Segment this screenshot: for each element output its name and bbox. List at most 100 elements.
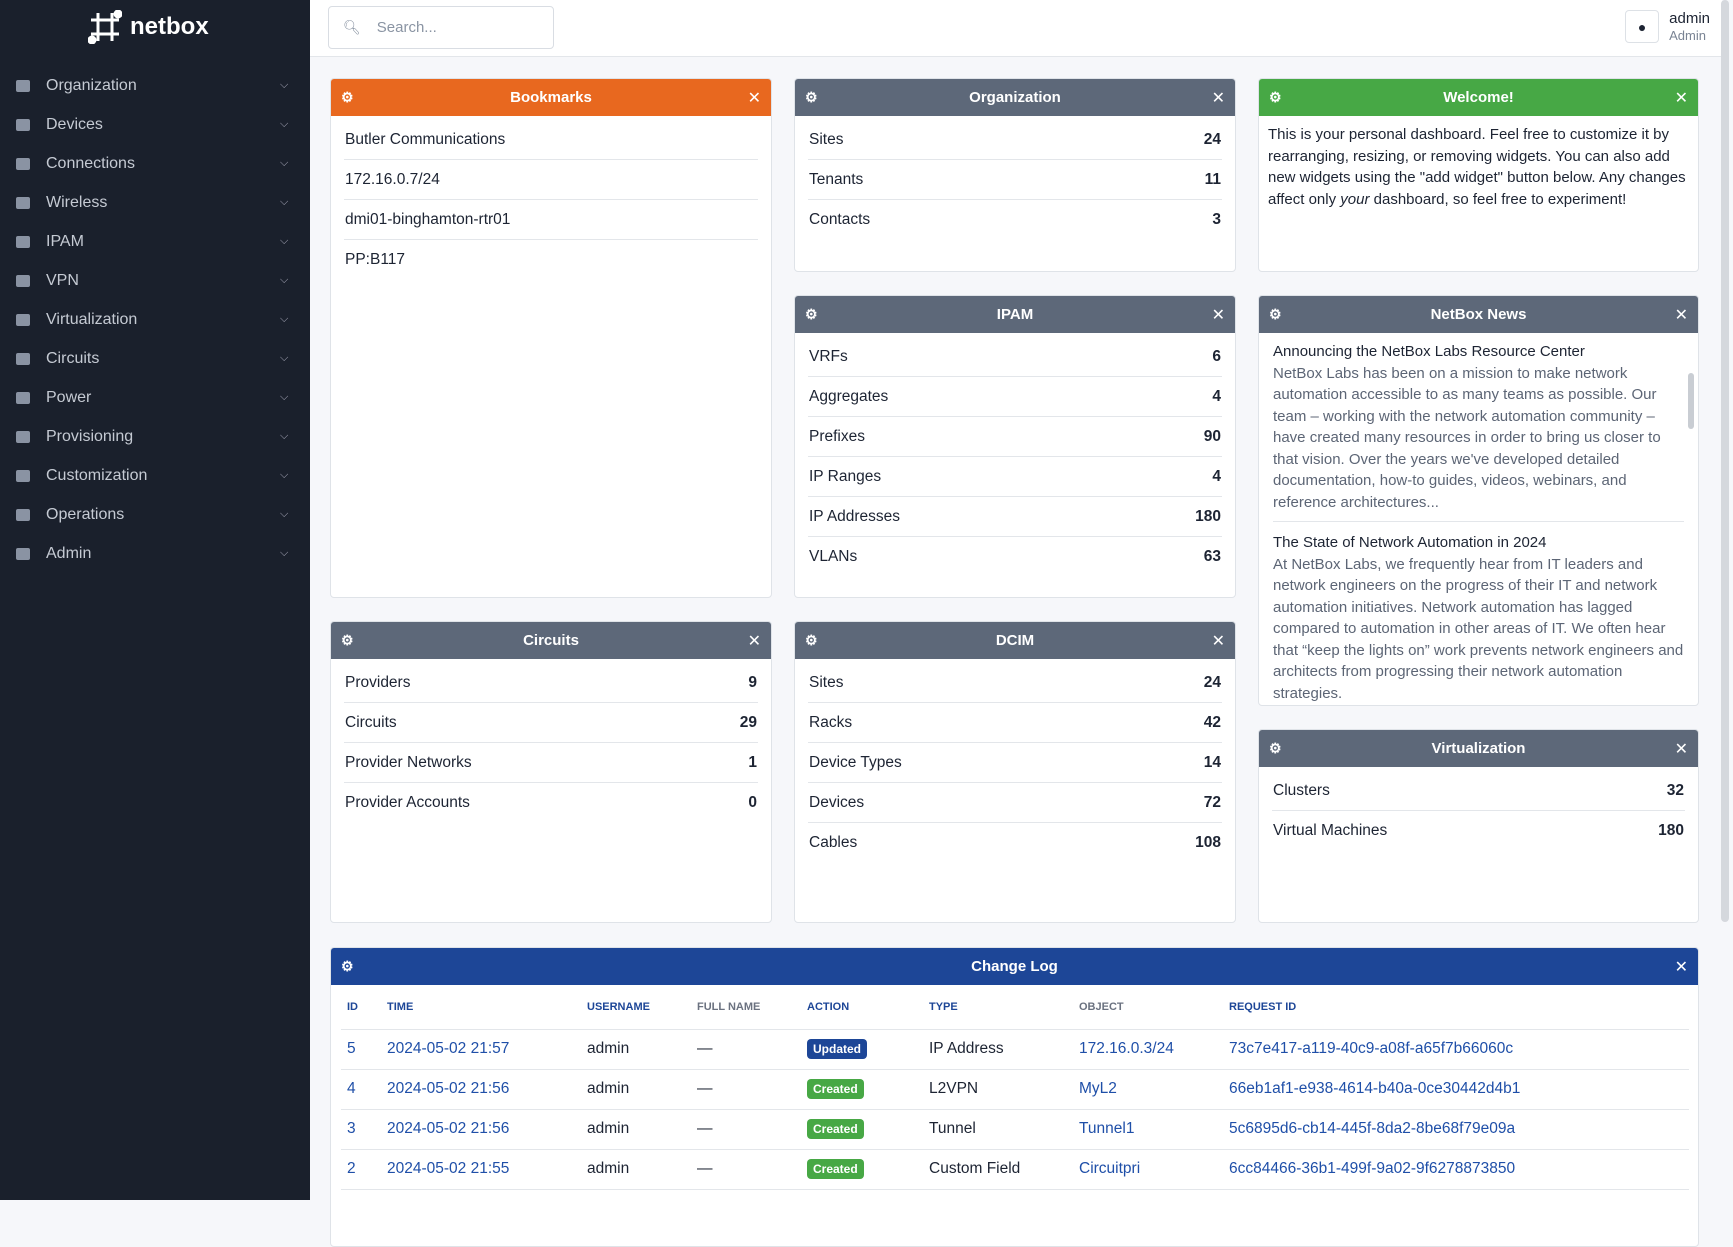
gear-icon[interactable]: ⚙ xyxy=(341,958,354,974)
sidebar-item-vpn[interactable]: VPN ⌵ xyxy=(0,261,310,300)
stat-row[interactable]: Circuits 29 xyxy=(344,703,758,743)
news-title[interactable]: The State of Network Automation in 2024 xyxy=(1273,534,1547,551)
news-scrollbar[interactable] xyxy=(1688,373,1694,429)
stat-row[interactable]: VRFs 6 xyxy=(808,337,1222,377)
stat-row[interactable]: Providers 9 xyxy=(344,663,758,703)
user-menu[interactable]: ● admin Admin xyxy=(1625,10,1710,43)
cell-time[interactable]: 2024-05-02 21:57 xyxy=(381,1029,581,1070)
close-icon[interactable]: ✕ xyxy=(1211,632,1225,650)
cell-id[interactable]: 4 xyxy=(341,1069,381,1110)
stat-label[interactable]: Provider Networks xyxy=(345,753,472,771)
bookmark-item[interactable]: 172.16.0.7/24 xyxy=(344,160,758,200)
close-icon[interactable]: ✕ xyxy=(1211,306,1225,324)
stat-label[interactable]: Cables xyxy=(809,834,858,851)
cell-object[interactable]: Circuitpri xyxy=(1073,1149,1223,1190)
search-input[interactable]: 🔍︎ Search... xyxy=(328,6,554,49)
cell-id[interactable]: 2 xyxy=(341,1149,381,1190)
cell-object[interactable]: 172.16.0.3/24 xyxy=(1073,1029,1223,1070)
gear-icon[interactable]: ⚙ xyxy=(341,632,354,648)
column-header[interactable]: ACTION xyxy=(801,985,923,1030)
cell-req[interactable]: 73c7e417-a119-40c9-a08f-a65f7b66060c xyxy=(1223,1029,1689,1070)
bookmark-link[interactable]: Butler Communications xyxy=(345,130,506,148)
stat-label[interactable]: IP Ranges xyxy=(809,467,882,485)
stat-label[interactable]: Devices xyxy=(809,793,865,811)
column-header[interactable]: TYPE xyxy=(923,985,1073,1030)
gear-icon[interactable]: ⚙ xyxy=(1269,306,1282,322)
close-icon[interactable]: ✕ xyxy=(1674,89,1688,107)
stat-label[interactable]: Providers xyxy=(345,673,411,691)
cell-req[interactable]: 5c6895d6-cb14-445f-8da2-8be68f79e09a xyxy=(1223,1109,1689,1150)
sidebar-item-operations[interactable]: Operations ⌵ xyxy=(0,495,310,534)
stat-row[interactable]: VLANs 63 xyxy=(808,537,1222,577)
stat-label[interactable]: Sites xyxy=(809,130,844,148)
gear-icon[interactable]: ⚙ xyxy=(1269,89,1282,105)
stat-row[interactable]: Device Types 14 xyxy=(808,743,1222,783)
stat-label[interactable]: Clusters xyxy=(1273,781,1330,799)
stat-row[interactable]: Contacts 3 xyxy=(808,200,1222,240)
sidebar-item-admin[interactable]: Admin ⌵ xyxy=(0,534,310,573)
sidebar-item-power[interactable]: Power ⌵ xyxy=(0,378,310,417)
news-title[interactable]: Announcing the NetBox Labs Resource Cent… xyxy=(1273,343,1585,360)
sidebar-item-customization[interactable]: Customization ⌵ xyxy=(0,456,310,495)
stat-label[interactable]: IP Addresses xyxy=(809,507,901,525)
close-icon[interactable]: ✕ xyxy=(747,632,761,650)
gear-icon[interactable]: ⚙ xyxy=(1269,740,1282,756)
sidebar-item-wireless[interactable]: Wireless ⌵ xyxy=(0,183,310,222)
stat-row[interactable]: Virtual Machines 180 xyxy=(1272,811,1685,851)
column-header[interactable]: OBJECT xyxy=(1073,985,1223,1030)
page-scrollbar[interactable] xyxy=(1721,0,1729,922)
sidebar-item-circuits[interactable]: Circuits ⌵ xyxy=(0,339,310,378)
news-article[interactable]: Announcing the NetBox Labs Resource Cent… xyxy=(1273,341,1684,522)
bookmark-item[interactable]: PP:B117 xyxy=(344,240,758,280)
sidebar-item-devices[interactable]: Devices ⌵ xyxy=(0,105,310,144)
column-header[interactable]: TIME xyxy=(381,985,581,1030)
close-icon[interactable]: ✕ xyxy=(1211,89,1225,107)
sidebar-item-organization[interactable]: Organization ⌵ xyxy=(0,66,310,105)
stat-label[interactable]: Provider Accounts xyxy=(345,794,470,811)
close-icon[interactable]: ✕ xyxy=(1674,306,1688,324)
cell-req[interactable]: 6cc84466-36b1-499f-9a02-9f6278873850 xyxy=(1223,1149,1689,1190)
bookmark-link[interactable]: 172.16.0.7/24 xyxy=(345,170,440,188)
column-header[interactable]: USERNAME xyxy=(581,985,691,1030)
sidebar-item-ipam[interactable]: IPAM ⌵ xyxy=(0,222,310,261)
stat-row[interactable]: Tenants 11 xyxy=(808,160,1222,200)
stat-label[interactable]: Prefixes xyxy=(809,427,865,445)
stat-label[interactable]: Tenants xyxy=(809,170,864,188)
bookmark-link[interactable]: PP:B117 xyxy=(345,251,406,268)
stat-label[interactable]: VRFs xyxy=(809,347,848,365)
news-article[interactable]: The State of Network Automation in 2024 A… xyxy=(1273,532,1684,705)
gear-icon[interactable]: ⚙ xyxy=(805,632,818,648)
stat-row[interactable]: Provider Accounts 0 xyxy=(344,783,758,823)
stat-row[interactable]: IP Addresses 180 xyxy=(808,497,1222,537)
column-header[interactable]: REQUEST ID xyxy=(1223,985,1689,1030)
cell-time[interactable]: 2024-05-02 21:55 xyxy=(381,1149,581,1190)
sidebar-item-provisioning[interactable]: Provisioning ⌵ xyxy=(0,417,310,456)
cell-time[interactable]: 2024-05-02 21:56 xyxy=(381,1109,581,1150)
cell-req[interactable]: 66eb1af1-e938-4614-b40a-0ce30442d4b1 xyxy=(1223,1069,1689,1110)
gear-icon[interactable]: ⚙ xyxy=(805,306,818,322)
stat-row[interactable]: Clusters 32 xyxy=(1272,771,1685,811)
stat-row[interactable]: Provider Networks 1 xyxy=(344,743,758,783)
sidebar-item-virtualization[interactable]: Virtualization ⌵ xyxy=(0,300,310,339)
stat-label[interactable]: Device Types xyxy=(809,753,902,771)
stat-row[interactable]: Aggregates 4 xyxy=(808,377,1222,417)
stat-row[interactable]: Sites 24 xyxy=(808,120,1222,160)
netbox-logo[interactable]: netbox xyxy=(88,10,209,44)
stat-label[interactable]: VLANs xyxy=(809,548,858,565)
stat-label[interactable]: Racks xyxy=(809,713,853,731)
bookmark-link[interactable]: dmi01-binghamton-rtr01 xyxy=(345,210,511,228)
column-header[interactable]: ID xyxy=(341,985,381,1030)
stat-label[interactable]: Contacts xyxy=(809,211,871,228)
cell-object[interactable]: MyL2 xyxy=(1073,1069,1223,1110)
stat-row[interactable]: Sites 24 xyxy=(808,663,1222,703)
cell-id[interactable]: 3 xyxy=(341,1109,381,1150)
cell-time[interactable]: 2024-05-02 21:56 xyxy=(381,1069,581,1110)
theme-toggle-lightbulb-icon[interactable]: ● xyxy=(1625,10,1660,43)
close-icon[interactable]: ✕ xyxy=(747,89,761,107)
stat-row[interactable]: Prefixes 90 xyxy=(808,417,1222,457)
cell-id[interactable]: 5 xyxy=(341,1029,381,1070)
stat-label[interactable]: Circuits xyxy=(345,713,397,731)
stat-label[interactable]: Virtual Machines xyxy=(1273,822,1388,839)
stat-row[interactable]: Devices 72 xyxy=(808,783,1222,823)
stat-label[interactable]: Aggregates xyxy=(809,387,889,405)
